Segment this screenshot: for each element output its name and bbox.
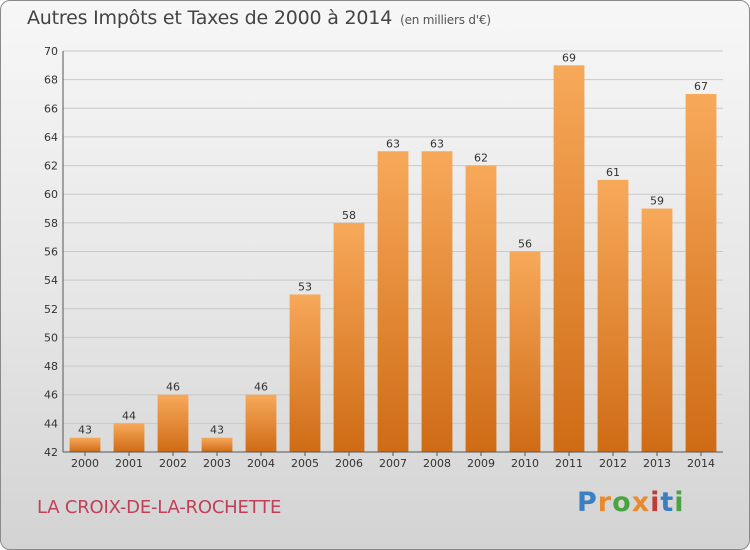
data-label: 44 <box>122 409 136 422</box>
bar <box>113 423 145 452</box>
x-tick-label: 2013 <box>643 457 671 470</box>
data-label: 69 <box>562 51 576 64</box>
y-tick-label: 66 <box>44 102 58 115</box>
y-tick-label: 42 <box>44 446 58 459</box>
y-tick-label: 70 <box>44 45 58 58</box>
x-tick-label: 2014 <box>687 457 715 470</box>
data-label: 56 <box>518 238 532 251</box>
logo-letter: i <box>674 487 685 518</box>
logo-letter: r <box>597 487 613 518</box>
proxiti-logo: Proxiti <box>577 487 685 518</box>
data-label: 59 <box>650 195 664 208</box>
bar <box>245 394 277 452</box>
x-tick-label: 2012 <box>599 457 627 470</box>
title-unit: (en milliers d'€) <box>400 13 491 27</box>
x-tick-label: 2010 <box>511 457 539 470</box>
bar <box>553 65 585 453</box>
bar <box>509 251 541 452</box>
y-tick-label: 52 <box>44 303 58 316</box>
x-tick-label: 2003 <box>203 457 231 470</box>
data-label: 53 <box>298 280 312 293</box>
logo-letter: i <box>650 487 661 518</box>
logo-letter: P <box>577 487 598 518</box>
y-tick-label: 64 <box>44 131 58 144</box>
logo-letter: x <box>631 487 651 518</box>
y-tick-label: 60 <box>44 188 58 201</box>
data-label: 58 <box>342 209 356 222</box>
y-tick-label: 54 <box>44 274 58 287</box>
y-tick-label: 58 <box>44 217 58 230</box>
bar <box>201 437 233 452</box>
data-label: 63 <box>386 137 400 150</box>
y-tick-label: 48 <box>44 360 58 373</box>
data-label: 67 <box>694 80 708 93</box>
data-label: 46 <box>166 381 180 394</box>
x-tick-label: 2009 <box>467 457 495 470</box>
y-tick-label: 68 <box>44 74 58 87</box>
x-tick-label: 2001 <box>115 457 143 470</box>
x-tick-label: 2002 <box>159 457 187 470</box>
bar <box>685 93 717 452</box>
bar <box>377 151 409 452</box>
bar <box>157 394 189 452</box>
y-tick-label: 46 <box>44 389 58 402</box>
data-label: 46 <box>254 381 268 394</box>
bar <box>465 165 497 453</box>
data-label: 63 <box>430 137 444 150</box>
data-labels: 43 44 46 43 46 53 58 63 63 62 56 69 61 59 67 <box>78 51 708 436</box>
x-tick-label: 2008 <box>423 457 451 470</box>
bar <box>597 179 629 452</box>
bars <box>69 65 717 453</box>
bar <box>289 294 321 452</box>
commune-name: LA CROIX-DE-LA-ROCHETTE <box>37 497 282 518</box>
bar <box>641 208 673 452</box>
y-tick-label: 56 <box>44 246 58 259</box>
data-label: 43 <box>78 424 92 437</box>
bar <box>69 437 101 452</box>
axes: 42 44 46 48 50 52 54 56 58 60 62 64 66 68 70 2000 2001 20… <box>44 45 723 470</box>
y-tick-label: 62 <box>44 160 58 173</box>
x-tick-label: 2000 <box>71 457 99 470</box>
y-tick-label: 44 <box>44 417 58 430</box>
logo-letter: o <box>612 487 632 518</box>
chart-title: Autres Impôts et Taxes de 2000 à 2014 (en… <box>27 7 491 29</box>
x-tick-label: 2011 <box>555 457 583 470</box>
data-label: 61 <box>606 166 620 179</box>
data-label: 43 <box>210 424 224 437</box>
bar <box>333 222 365 452</box>
logo-letter: t <box>660 487 675 518</box>
data-label: 62 <box>474 152 488 165</box>
y-tick-label: 50 <box>44 331 58 344</box>
bar <box>421 151 453 452</box>
title-text: Autres Impôts et Taxes de 2000 à 2014 <box>27 7 393 29</box>
x-tick-label: 2007 <box>379 457 407 470</box>
x-tick-label: 2005 <box>291 457 319 470</box>
x-tick-label: 2004 <box>247 457 275 470</box>
x-tick-label: 2006 <box>335 457 363 470</box>
